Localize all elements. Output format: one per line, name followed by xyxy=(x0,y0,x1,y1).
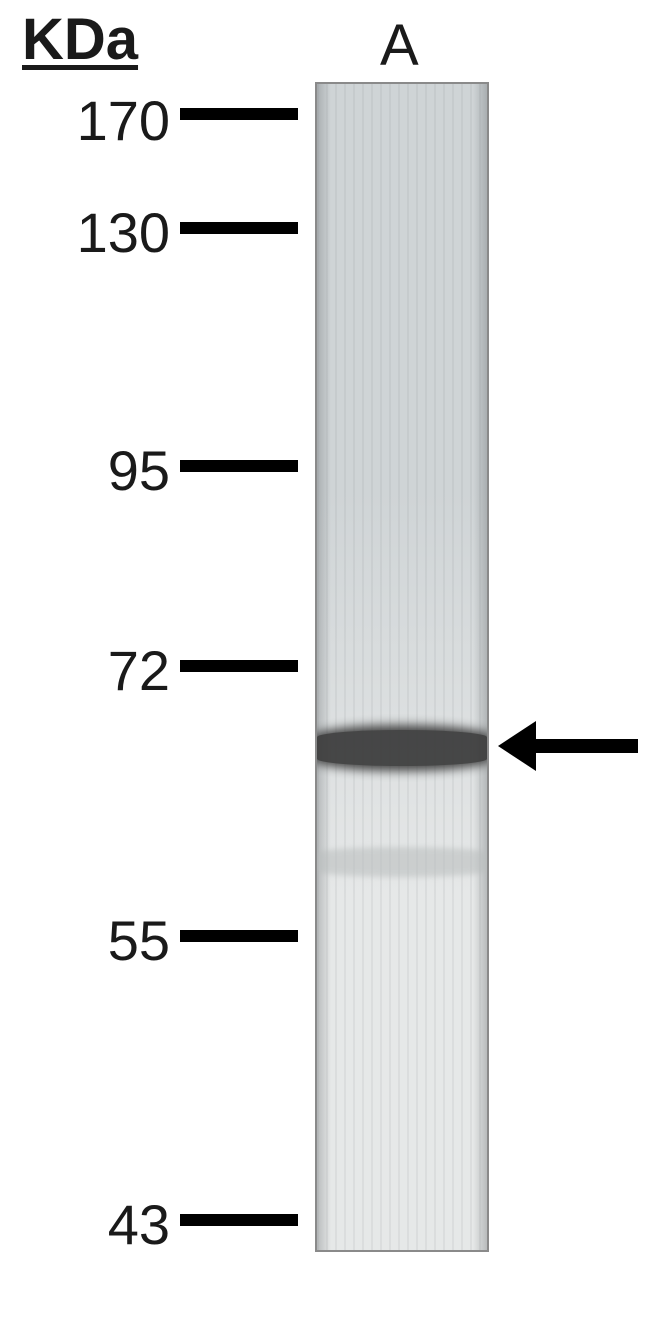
marker-tick xyxy=(180,108,298,120)
marker-label: 55 xyxy=(10,908,170,973)
arrow-head-icon xyxy=(498,721,536,771)
marker-tick xyxy=(180,1214,298,1226)
marker-tick xyxy=(180,930,298,942)
faint-band xyxy=(317,847,487,877)
band-indicator-arrow xyxy=(536,739,638,753)
marker-tick xyxy=(180,460,298,472)
marker-tick xyxy=(180,660,298,672)
marker-label: 43 xyxy=(10,1192,170,1257)
y-axis-title: KDa xyxy=(22,6,138,73)
marker-label: 130 xyxy=(10,200,170,265)
protein-band xyxy=(317,730,487,766)
marker-label: 170 xyxy=(10,88,170,153)
marker-label: 95 xyxy=(10,438,170,503)
lane-label: A xyxy=(380,12,419,79)
marker-tick xyxy=(180,222,298,234)
marker-label: 72 xyxy=(10,638,170,703)
gel-lane xyxy=(315,82,489,1252)
